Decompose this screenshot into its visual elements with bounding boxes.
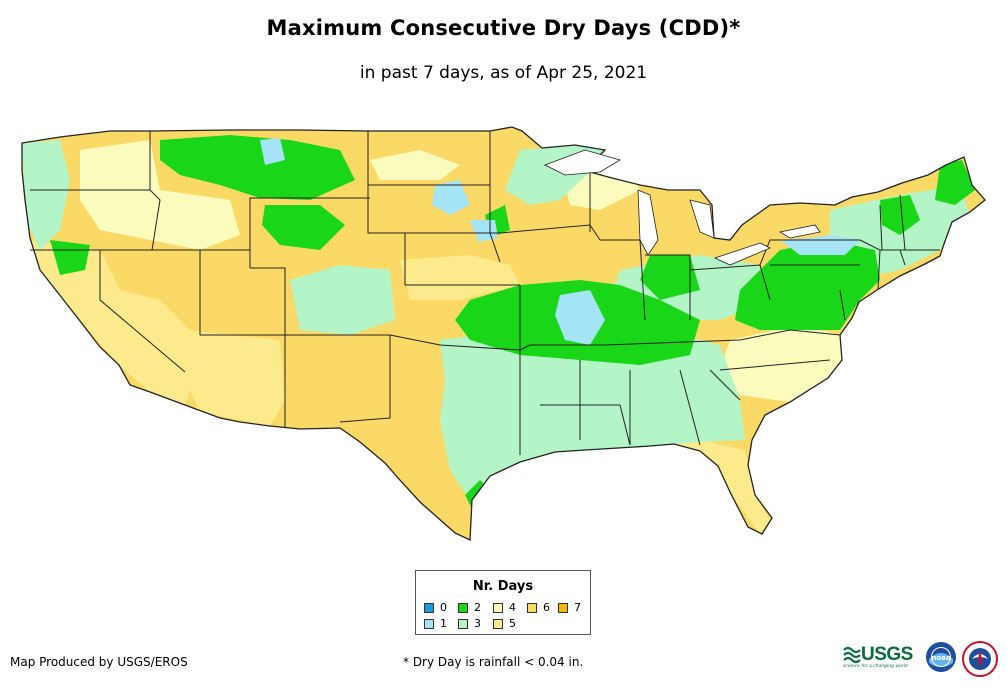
lake-michigan	[637, 189, 659, 256]
legend-swatch-2	[458, 603, 468, 613]
map-credit: Map Produced by USGS/EROS	[10, 655, 188, 669]
legend-swatch-7	[558, 603, 568, 613]
legend-label-0: 0	[440, 601, 447, 614]
lake-ontario	[778, 224, 821, 239]
map-subtitle: in past 7 days, as of Apr 25, 2021	[359, 63, 648, 83]
legend-label-4: 4	[509, 601, 516, 614]
zone-2-days-mid-atlantic	[735, 240, 880, 330]
usgs-logo: USGS science for a changing world	[843, 643, 919, 671]
legend-label-7: 7	[574, 601, 581, 614]
zone-4-days-pacific-nw	[80, 140, 240, 250]
great-lakes	[544, 149, 821, 266]
noaa-logo-icon: noaa	[926, 642, 956, 672]
zone-5-days-florida	[650, 440, 770, 534]
zone-1-day-montana	[260, 138, 285, 165]
legend-label-2: 2	[474, 601, 481, 614]
zone-1-day-missouri	[555, 290, 605, 345]
zone-4-days-dakota	[370, 150, 460, 180]
legend-swatch-3	[458, 619, 468, 629]
zone-2-days-wyoming	[262, 205, 345, 250]
zone-2-days-maine	[935, 160, 975, 205]
zone-3-days-southeast	[440, 320, 745, 500]
nws-logo-icon	[962, 641, 998, 677]
zone-3-days-rockies	[290, 265, 395, 335]
lake-huron	[689, 199, 715, 239]
noaa-logo-text: noaa	[931, 654, 951, 662]
zone-5-days-plains	[400, 255, 520, 300]
dry-day-footnote: * Dry Day is rainfall < 0.04 in.	[403, 655, 584, 669]
legend-label-6: 6	[543, 601, 550, 614]
zone-2-days-montana	[160, 135, 355, 200]
legend-label-1: 1	[440, 617, 447, 630]
legend-swatch-0	[424, 603, 434, 613]
zone-5-days-west	[30, 240, 200, 405]
zone-1-day-south-dakota	[432, 180, 470, 215]
zone-5-days-southwest	[185, 330, 285, 426]
usgs-wave-icon	[843, 646, 861, 664]
usgs-tagline: science for a changing world	[843, 664, 908, 669]
legend-swatch-5	[493, 619, 503, 629]
legend-title: Nr. Days	[472, 579, 534, 594]
lake-erie	[713, 242, 771, 266]
lake-superior	[544, 149, 621, 176]
legend-swatch-6	[527, 603, 537, 613]
legend-swatch-4	[493, 603, 503, 613]
legend-label-5: 5	[509, 617, 516, 630]
zone-2-days-vermont	[880, 195, 920, 235]
zone-2-days-ohio-valley	[640, 255, 700, 300]
usgs-logo-text: USGS	[861, 644, 913, 665]
zone-3-days-west-coast	[22, 140, 70, 250]
map-title: Maximum Consecutive Dry Days (CDD)*	[266, 16, 741, 40]
legend-swatch-1	[424, 619, 434, 629]
zone-4-days-carolinas	[720, 325, 842, 402]
zone-2-days-california	[50, 240, 90, 275]
legend-label-3: 3	[474, 617, 481, 630]
legend: Nr. Days 0 1 2 3 4 5 6 7	[415, 570, 591, 635]
